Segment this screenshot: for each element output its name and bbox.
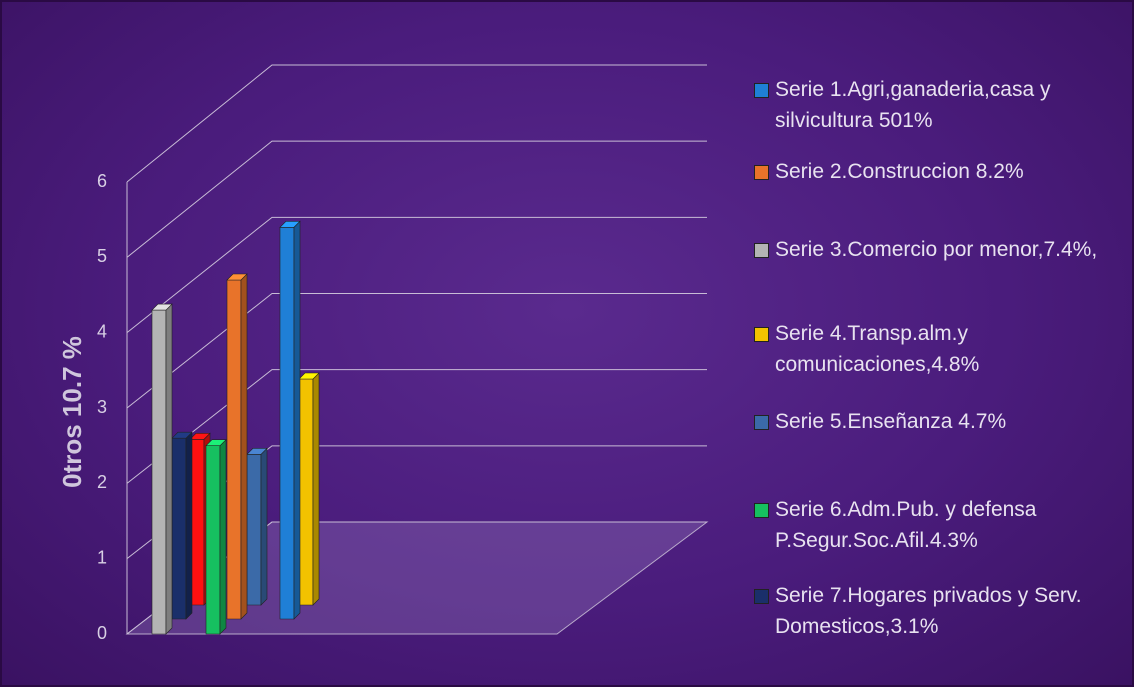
legend-label: Serie 3.Comercio por menor,7.4%, xyxy=(775,238,1098,261)
bar-face xyxy=(219,438,227,635)
grid-line xyxy=(126,293,707,409)
legend-label: Serie 7.Hogares privados y Serv. Domesti… xyxy=(775,584,1082,638)
legend-item: Serie 3.Comercio por menor,7.4%, xyxy=(754,234,1124,265)
bar-face xyxy=(293,220,301,620)
y-tick-label: 1 xyxy=(97,547,107,567)
legend-item: Serie 2.Construccion 8.2% xyxy=(754,156,1124,187)
grid-line xyxy=(126,140,707,258)
bar xyxy=(171,431,193,620)
legend-label: Serie 1.Agri,ganaderia,casa y silvicultu… xyxy=(775,78,1051,132)
bar xyxy=(246,447,268,606)
bar-face xyxy=(260,447,268,606)
bar-face xyxy=(151,303,173,311)
y-tick-label: 6 xyxy=(97,171,107,191)
bar xyxy=(151,303,173,635)
y-tick-label: 4 xyxy=(97,321,107,341)
y-tick-label: 0 xyxy=(97,623,107,643)
y-tick-label: 5 xyxy=(97,246,107,266)
bar-face xyxy=(279,226,295,620)
bar xyxy=(279,220,301,620)
legend-swatch xyxy=(754,415,769,430)
bar-face xyxy=(246,454,262,606)
legend-swatch xyxy=(754,589,769,604)
bar-face xyxy=(312,372,320,606)
y-tick-label: 3 xyxy=(97,397,107,417)
legend-item: Serie 4.Transp.alm.y comunicaciones,4.8% xyxy=(754,318,1124,380)
bar-face xyxy=(185,431,193,620)
legend-label: Serie 2.Construccion 8.2% xyxy=(775,160,1024,183)
bar-face xyxy=(226,279,242,620)
bar xyxy=(226,273,248,620)
bar-face xyxy=(171,437,187,620)
bar-face xyxy=(240,273,248,620)
grid-line xyxy=(126,64,707,183)
y-axis-label: 0tros 10.7 % xyxy=(57,336,87,488)
legend-swatch xyxy=(754,243,769,258)
legend-label: Serie 4.Transp.alm.y comunicaciones,4.8% xyxy=(775,322,980,376)
legend-swatch xyxy=(754,503,769,518)
bar xyxy=(205,438,227,635)
bar-face xyxy=(226,273,248,281)
bar-face xyxy=(205,445,221,635)
legend-item: Serie 1.Agri,ganaderia,casa y silvicultu… xyxy=(754,74,1124,136)
bar-face xyxy=(171,431,193,439)
bar-face xyxy=(189,432,211,440)
bar xyxy=(298,372,320,606)
legend-swatch xyxy=(754,327,769,342)
bar-face xyxy=(205,439,227,446)
legend-swatch xyxy=(754,83,769,98)
bar-face xyxy=(246,448,268,455)
bar-face xyxy=(279,220,301,228)
legend-item: Serie 7.Hogares privados y Serv. Domesti… xyxy=(754,580,1124,642)
legend-label: Serie 6.Adm.Pub. y defensa P.Segur.Soc.A… xyxy=(775,498,1037,552)
grid-line xyxy=(126,216,707,334)
bar-face xyxy=(298,378,314,606)
legend-swatch xyxy=(754,165,769,180)
legend-label: Serie 5.Enseñanza 4.7% xyxy=(775,410,1007,433)
y-tick-label: 2 xyxy=(97,472,107,492)
bar-face xyxy=(165,303,173,635)
legend-item: Serie 5.Enseñanza 4.7% xyxy=(754,406,1124,437)
bar-face xyxy=(151,309,167,635)
legend-item: Serie 6.Adm.Pub. y defensa P.Segur.Soc.A… xyxy=(754,494,1124,556)
bar-face xyxy=(298,372,320,380)
